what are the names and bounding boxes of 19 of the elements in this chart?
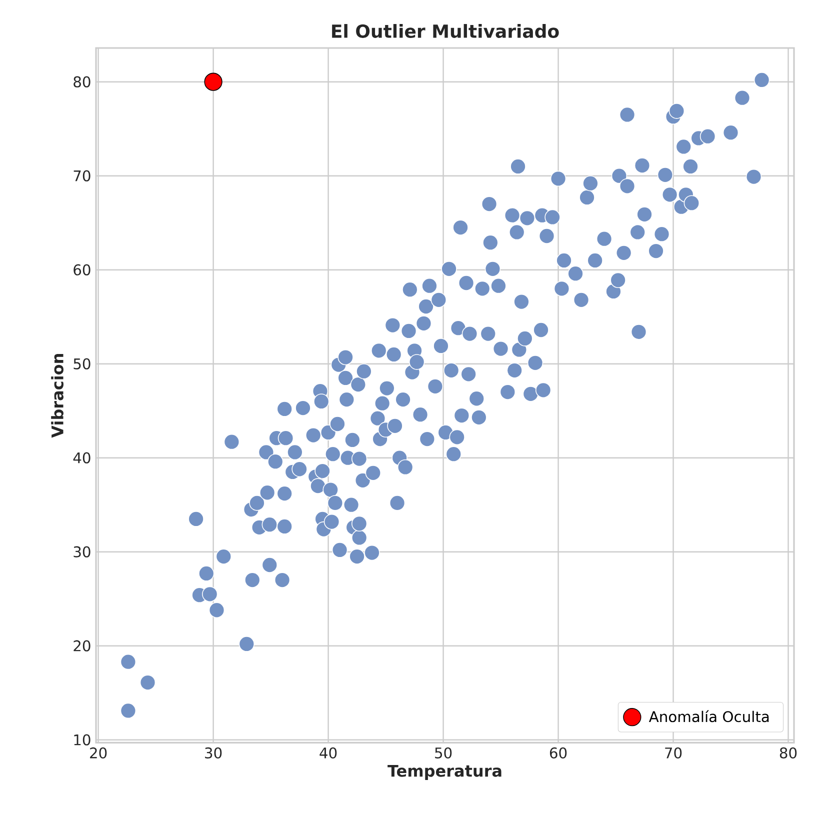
x-tick-label: 30 bbox=[205, 747, 222, 758]
y-tick-label: 30 bbox=[74, 546, 90, 558]
x-tick-label: 70 bbox=[665, 747, 682, 758]
x-tick-label: 50 bbox=[435, 747, 452, 758]
y-tick-label: 10 bbox=[74, 734, 90, 746]
x-tick-label: 20 bbox=[90, 747, 107, 758]
legend-label: Anomalía Oculta bbox=[648, 710, 769, 722]
x-axis-title: Temperatura bbox=[388, 764, 502, 780]
y-tick-label: 40 bbox=[73, 452, 90, 464]
chart-title: El Outlier Multivariado bbox=[332, 24, 559, 38]
x-tick-label: 60 bbox=[550, 747, 567, 758]
x-tick-label: 40 bbox=[320, 747, 337, 758]
y-tick-label: 80 bbox=[74, 76, 90, 88]
x-tick-label: 80 bbox=[780, 747, 797, 758]
y-axis-title: Vibracion bbox=[51, 354, 64, 438]
y-tick-label: 20 bbox=[74, 640, 90, 652]
y-tick-label: 50 bbox=[74, 358, 90, 370]
y-tick-label: 70 bbox=[74, 170, 90, 182]
y-tick-label: 60 bbox=[74, 264, 90, 276]
